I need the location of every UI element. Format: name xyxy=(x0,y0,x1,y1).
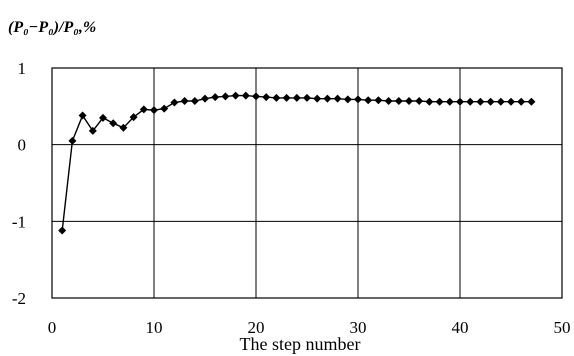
data-point xyxy=(231,91,240,100)
data-point xyxy=(221,92,230,101)
y-tick-label: 0 xyxy=(18,136,27,155)
data-point xyxy=(394,96,403,105)
x-tick-label: 40 xyxy=(452,318,469,337)
data-point xyxy=(323,94,332,103)
x-tick-label: 20 xyxy=(248,318,265,337)
gridlines xyxy=(52,68,562,298)
data-point xyxy=(129,113,138,122)
data-point xyxy=(68,136,77,145)
data-point xyxy=(78,111,87,120)
data-point xyxy=(415,96,424,105)
data-point xyxy=(201,94,209,103)
data-point xyxy=(139,105,148,114)
data-point xyxy=(180,96,189,105)
data-point xyxy=(405,96,413,105)
x-tick-label: 50 xyxy=(554,318,571,337)
data-point xyxy=(262,93,271,102)
data-point xyxy=(354,95,362,104)
data-point xyxy=(456,97,464,106)
data-point xyxy=(272,93,281,102)
data-point xyxy=(88,126,97,135)
data-point xyxy=(476,97,485,106)
x-tick-label: 30 xyxy=(350,318,367,337)
data-point xyxy=(384,96,393,105)
data-point xyxy=(292,93,301,102)
data-point xyxy=(517,97,526,106)
data-point xyxy=(160,104,169,113)
data-point xyxy=(496,97,505,106)
series-markers xyxy=(58,91,536,235)
data-point xyxy=(211,93,220,102)
data-point xyxy=(252,92,260,101)
x-tick-label: 10 xyxy=(146,318,163,337)
y-tick-labels: 1 0 -1 -2 xyxy=(12,59,26,308)
data-point xyxy=(99,113,107,122)
data-point xyxy=(527,97,536,106)
data-point xyxy=(364,96,373,105)
data-point xyxy=(486,97,495,106)
y-axis-label: (P₀−P₀)/P₀,% xyxy=(8,19,96,36)
data-point xyxy=(170,98,179,107)
x-tick-label: 0 xyxy=(48,318,57,337)
x-tick-labels: 0 10 20 30 40 50 xyxy=(48,318,571,337)
data-point xyxy=(190,96,199,105)
data-point xyxy=(425,97,434,106)
data-point xyxy=(58,226,67,235)
data-point xyxy=(241,91,250,100)
data-point xyxy=(507,97,515,106)
data-point xyxy=(150,106,158,115)
data-point xyxy=(109,119,118,128)
plot-area xyxy=(51,67,563,299)
y-tick-label: -1 xyxy=(12,212,26,231)
data-point xyxy=(435,97,444,106)
x-axis-label: The step number xyxy=(240,334,361,354)
data-point xyxy=(343,95,352,104)
data-point xyxy=(313,94,322,103)
data-point xyxy=(445,97,454,106)
data-point xyxy=(466,97,475,106)
data-point xyxy=(374,96,383,105)
y-tick-label: 1 xyxy=(18,59,27,78)
data-point xyxy=(333,94,342,103)
data-point xyxy=(119,123,128,132)
data-point xyxy=(303,93,311,102)
data-point xyxy=(282,93,291,102)
y-tick-label: -2 xyxy=(12,289,26,308)
